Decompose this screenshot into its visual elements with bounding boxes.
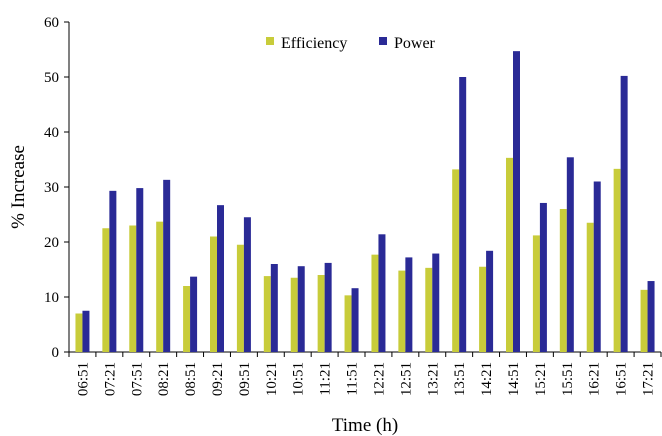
bar-efficiency xyxy=(532,235,540,352)
bar-power xyxy=(163,179,171,352)
bar-power xyxy=(324,262,332,352)
x-axis: 06:51 07:21 07:51 08:21 08:51 09:21 09:51 10:21… xyxy=(68,351,662,396)
x-tick-label: 06:51 xyxy=(75,362,91,396)
x-tick-label: 10:51 xyxy=(291,362,307,396)
bar-power xyxy=(459,77,467,352)
x-tick-label: 16:51 xyxy=(614,362,630,396)
y-axis-title: % Increase xyxy=(8,145,29,229)
legend: Efficiency Power xyxy=(266,35,436,52)
bar-efficiency xyxy=(586,222,594,352)
x-tick-label: 15:21 xyxy=(533,362,549,396)
bar-efficiency xyxy=(102,228,110,352)
x-tick-label: 14:21 xyxy=(479,362,495,396)
bar-efficiency xyxy=(236,244,244,352)
plot-area xyxy=(75,51,655,353)
bar-power xyxy=(270,264,278,352)
x-tick-label: 11:51 xyxy=(345,362,361,396)
bar-power xyxy=(513,51,520,353)
bar-power xyxy=(136,188,144,352)
bar-power xyxy=(297,266,305,352)
bar-efficiency xyxy=(479,266,487,352)
bar-efficiency xyxy=(506,157,513,352)
x-tick-label: 15:51 xyxy=(560,362,576,396)
bar-efficiency xyxy=(640,289,648,352)
y-tick-label: 0 xyxy=(52,345,60,361)
legend-swatch xyxy=(379,37,387,45)
x-tick-label: 07:21 xyxy=(102,362,118,396)
y-tick-label: 10 xyxy=(44,290,59,306)
bar-efficiency xyxy=(210,236,217,352)
x-tick-label: 09:21 xyxy=(210,362,226,396)
bar-efficiency xyxy=(156,221,164,352)
bar-power xyxy=(405,257,413,352)
legend-label: Power xyxy=(394,35,436,52)
x-tick-label: 17:21 xyxy=(641,362,657,396)
bar-power xyxy=(432,253,440,352)
x-tick-label: 14:51 xyxy=(506,362,522,396)
bar-efficiency xyxy=(559,209,567,352)
legend-label: Efficiency xyxy=(281,35,347,52)
x-tick-label: 16:21 xyxy=(587,362,603,396)
x-tick-label: 08:21 xyxy=(156,362,172,396)
bar-power xyxy=(351,288,359,352)
bar-efficiency xyxy=(183,286,191,352)
y-tick-label: 30 xyxy=(44,180,59,196)
y-axis: 0 10 20 30 40 50 60 xyxy=(44,15,70,361)
bar-power xyxy=(109,190,117,352)
bar-power xyxy=(486,250,494,352)
bar-efficiency xyxy=(290,277,298,352)
bar-power xyxy=(539,202,547,352)
bar-efficiency xyxy=(263,276,271,352)
x-tick-label: 08:51 xyxy=(183,362,199,396)
bar-efficiency xyxy=(317,275,325,352)
bar-power xyxy=(378,234,386,352)
x-tick-label: 12:51 xyxy=(398,362,414,396)
bar-power xyxy=(217,205,224,352)
bar-power xyxy=(593,181,601,352)
bar-efficiency xyxy=(344,295,352,352)
x-tick-label: 07:51 xyxy=(129,362,145,396)
x-tick-label: 10:21 xyxy=(264,362,280,396)
y-tick-label: 50 xyxy=(44,70,59,86)
y-tick-label: 40 xyxy=(44,125,59,141)
x-tick-label: 11:21 xyxy=(318,362,334,396)
y-tick-label: 60 xyxy=(44,15,59,31)
bar-efficiency xyxy=(371,254,379,352)
bar-efficiency xyxy=(452,169,460,352)
x-tick-label: 12:21 xyxy=(371,362,387,396)
bar-efficiency xyxy=(425,267,433,352)
bar-power xyxy=(620,75,628,353)
bar-power xyxy=(647,281,655,352)
bar-efficiency xyxy=(613,168,621,352)
y-tick-label: 20 xyxy=(44,235,59,251)
bar-efficiency xyxy=(75,313,83,352)
legend-swatch xyxy=(266,37,274,45)
x-tick-label: 13:51 xyxy=(452,362,468,396)
x-tick-label: 13:21 xyxy=(425,362,441,396)
x-tick-label: 09:51 xyxy=(237,362,253,396)
x-axis-title: Time (h) xyxy=(332,415,398,436)
bar-power xyxy=(243,217,251,352)
bar-power xyxy=(190,276,198,352)
bar-efficiency xyxy=(129,225,137,352)
bar-power xyxy=(82,310,90,352)
bar-power xyxy=(566,157,574,352)
bar-efficiency xyxy=(398,270,406,352)
